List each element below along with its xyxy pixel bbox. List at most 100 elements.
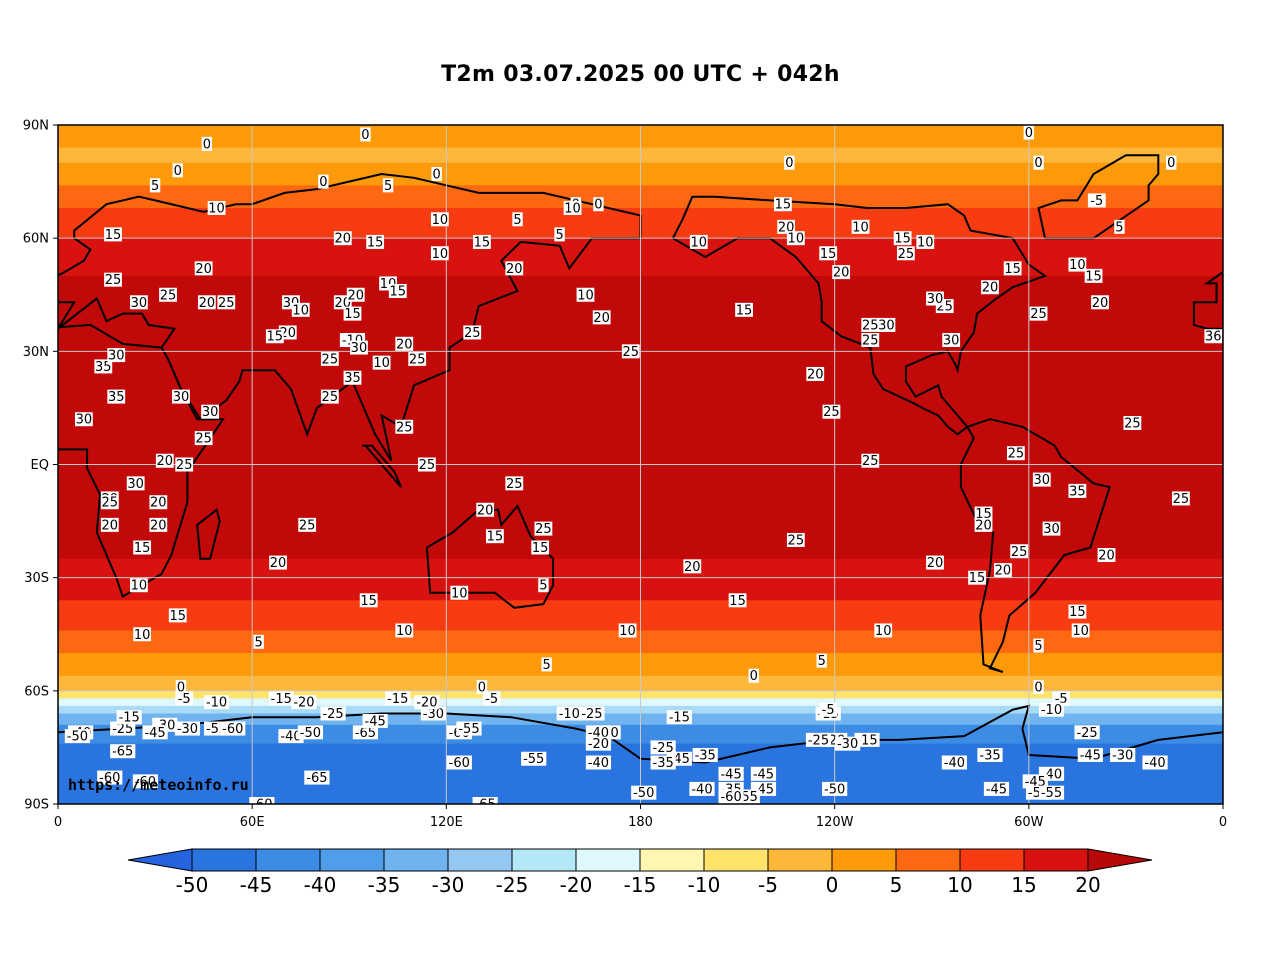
contour-label: 25 bbox=[861, 317, 880, 333]
lon-tick-label: 60E bbox=[240, 815, 265, 830]
contour-label-bg bbox=[133, 627, 152, 642]
colorbar-tick-label: 20 bbox=[1075, 873, 1100, 897]
contour-label-text: 20 bbox=[335, 232, 352, 247]
contour-label-text: 15 bbox=[344, 307, 361, 322]
contour-label-bg bbox=[320, 706, 346, 721]
contour-label-text: 25 bbox=[195, 432, 212, 447]
contour-label: 15 bbox=[359, 593, 378, 609]
contour-label-bg bbox=[168, 608, 187, 623]
contour-label: -15 bbox=[666, 710, 692, 726]
contour-label-text: 10 bbox=[134, 628, 151, 643]
contour-label-text: 15 bbox=[1085, 269, 1102, 284]
contour-label-text: 5 bbox=[513, 213, 521, 228]
contour-label-bg bbox=[320, 389, 339, 404]
contour-label: 25 bbox=[217, 295, 236, 311]
contour-label: 5 bbox=[554, 227, 565, 243]
contour-label: -30 bbox=[835, 736, 861, 752]
contour-label: 10 bbox=[450, 585, 469, 601]
contour-label-bg bbox=[203, 695, 230, 710]
colorbar-tick-label: -25 bbox=[496, 873, 529, 897]
contour-label: 15 bbox=[104, 227, 122, 243]
lon-tick-label: 180 bbox=[628, 815, 653, 830]
contour-label-bg bbox=[835, 736, 861, 751]
colorbar-segment bbox=[383, 848, 449, 872]
contour-label-text: -50 bbox=[633, 786, 654, 801]
contour-label-text: 10 bbox=[432, 247, 449, 262]
contour-label: -25 bbox=[1074, 725, 1100, 741]
contour-label-text: 15 bbox=[390, 284, 407, 299]
contour-label: 20 bbox=[194, 261, 213, 277]
lat-tick-label: 30N bbox=[23, 345, 49, 360]
contour-label: 10 bbox=[874, 623, 893, 639]
contour-label: 25 bbox=[1123, 416, 1142, 432]
contour-label-bg bbox=[750, 766, 777, 781]
contour-label-text: 10 bbox=[292, 303, 309, 318]
contour-label-text: 15 bbox=[474, 235, 491, 250]
contour-label-bg bbox=[916, 234, 935, 249]
contour-label-bg bbox=[291, 695, 317, 710]
colorbar-tick-label: -40 bbox=[304, 873, 337, 897]
contour-label: 25 bbox=[463, 325, 482, 341]
contour-label-text: 5 bbox=[384, 179, 392, 194]
contour-label: -60 bbox=[446, 755, 472, 771]
contour-label-text: 20 bbox=[396, 337, 413, 352]
contour-label-bg bbox=[74, 412, 93, 427]
colorbar-tick-label: -30 bbox=[432, 873, 465, 897]
contour-label-text: 0 bbox=[1167, 156, 1175, 171]
contour-label: 10 bbox=[130, 578, 148, 594]
contour-label-bg bbox=[446, 755, 472, 770]
contour-label: 35 bbox=[1068, 483, 1087, 499]
contour-label-bg bbox=[485, 529, 504, 544]
contour-label-bg bbox=[130, 578, 148, 593]
contour-label: -60 bbox=[97, 770, 123, 786]
contour-label: 20 bbox=[476, 502, 495, 518]
contour-label: -45 bbox=[718, 766, 744, 782]
contour-label: 0 bbox=[360, 127, 371, 143]
contour-label-text: 25 bbox=[788, 533, 805, 548]
contour-label-text: 20 bbox=[347, 288, 364, 303]
contour-label-bg bbox=[473, 234, 491, 249]
contour-label-bg bbox=[1084, 268, 1103, 283]
contour-label-bg bbox=[149, 517, 168, 532]
contour-label-text: 5 bbox=[539, 579, 547, 594]
contour-label-text: -50 bbox=[824, 782, 845, 797]
contour-label: 10 bbox=[133, 627, 152, 643]
contour-label: -30 bbox=[420, 706, 446, 722]
contour-label-bg bbox=[977, 747, 1003, 762]
contour-label: 20 bbox=[395, 336, 414, 352]
colorbar-tick-label: 15 bbox=[1011, 873, 1036, 897]
contour-label-text: -60 bbox=[99, 771, 120, 786]
contour-label: 30 bbox=[942, 333, 961, 349]
coastline bbox=[58, 323, 225, 598]
contour-label-text: 0 bbox=[1034, 156, 1042, 171]
contour-label-bg bbox=[201, 136, 213, 151]
lon-tick-label: 0 bbox=[54, 815, 62, 830]
contour-label-bg bbox=[217, 295, 236, 310]
contour-label-bg bbox=[689, 781, 715, 796]
contour-label-text: 15 bbox=[894, 232, 911, 247]
contour-label-bg bbox=[414, 695, 440, 710]
contour-label-bg bbox=[352, 725, 379, 740]
contour-label: 35 bbox=[94, 359, 113, 375]
contour-label-text: -45 bbox=[753, 767, 774, 782]
contour-label: 25 bbox=[418, 457, 436, 473]
contour-label: 10 bbox=[576, 287, 595, 303]
contour-label-bg bbox=[476, 680, 488, 695]
contour-label-bg bbox=[1033, 155, 1044, 170]
contour-label-text: 10 bbox=[432, 213, 449, 228]
contour-label-text: 25 bbox=[160, 288, 177, 303]
contour-label: 0 bbox=[593, 197, 604, 213]
contour-label-bg bbox=[851, 219, 870, 234]
contour-label-bg bbox=[541, 657, 552, 672]
contour-label-bg bbox=[579, 706, 605, 721]
contour-label-bg bbox=[249, 797, 275, 804]
contour-label-bg bbox=[142, 725, 168, 740]
contour-label-text: 5 bbox=[818, 654, 826, 669]
contour-label-bg bbox=[388, 283, 407, 298]
contour-label-text: 25 bbox=[823, 405, 840, 420]
contour-label-bg bbox=[592, 310, 611, 325]
contour-label-text: 25 bbox=[299, 518, 316, 533]
contour-label-bg bbox=[343, 306, 362, 321]
contour-label-text: 36 bbox=[1205, 330, 1222, 345]
